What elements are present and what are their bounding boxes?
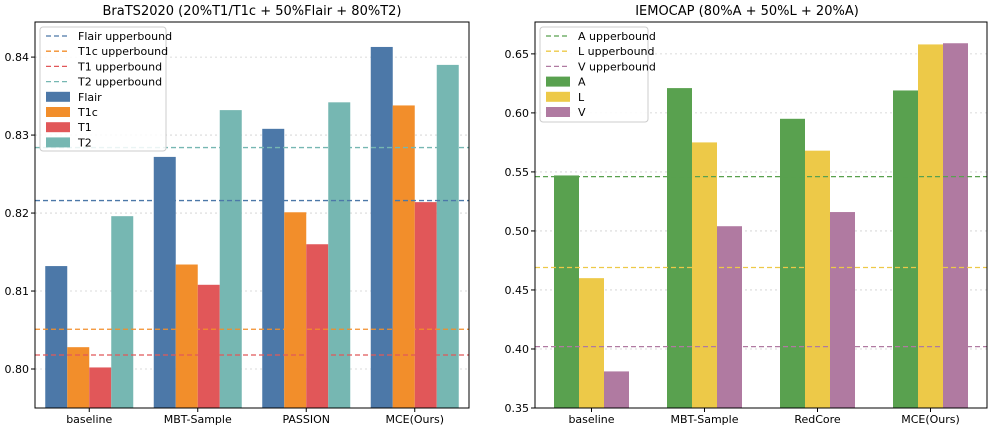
y-tick-label: 0.45 <box>505 284 530 297</box>
bar-t2-mbt-sample <box>219 110 242 408</box>
bar-flair-baseline <box>45 266 68 408</box>
chart-title: IEMOCAP (80%A + 50%L + 20%A) <box>635 4 859 19</box>
bars <box>45 46 459 409</box>
x-axis: baseline MBT-Sample RedCore MCE(Ours) <box>568 408 960 426</box>
bar-t1c-mce-ours <box>392 105 415 408</box>
bar-flair-passion <box>262 128 285 408</box>
bar-t1-baseline <box>89 367 112 408</box>
x-tick-label: MCE(Ours) <box>385 413 444 426</box>
bar-flair-mbt-sample <box>153 156 176 408</box>
x-tick-label: MCE(Ours) <box>901 413 960 426</box>
chart-title: BraTS2020 (20%T1/T1c + 50%Flair + 80%T2) <box>103 4 402 19</box>
legend-label: A <box>578 76 586 89</box>
bar-v-redcore <box>830 212 855 408</box>
bar-t2-mce-ours <box>436 64 459 408</box>
y-tick-label: 0.84 <box>5 51 30 64</box>
y-tick-label: 0.35 <box>505 402 530 415</box>
y-axis: 0.80 0.81 0.82 0.83 0.84 <box>5 51 35 376</box>
legend-bar-swatch <box>46 122 70 133</box>
x-axis: baseline MBT-Sample PASSION MCE(Ours) <box>66 408 444 426</box>
bar-a-baseline <box>554 175 579 408</box>
y-tick-label: 0.60 <box>505 107 530 120</box>
bar-v-baseline <box>604 371 629 408</box>
legend-label: T1 upperbound <box>77 60 162 73</box>
bar-t1-mce-ours <box>414 202 437 408</box>
x-tick-label: RedCore <box>794 413 841 426</box>
legend-bar-swatch <box>46 91 70 102</box>
x-tick-label: baseline <box>568 413 614 426</box>
bar-l-mbt-sample <box>692 142 717 408</box>
legend-label: T1c upperbound <box>77 45 168 58</box>
bar-l-redcore <box>805 150 830 408</box>
chart-brats2020: BraTS2020 (20%T1/T1c + 50%Flair + 80%T2)… <box>5 4 470 426</box>
bar-l-mce-ours <box>918 44 943 409</box>
legend-bar-swatch <box>46 107 70 117</box>
legend-label: V upperbound <box>578 60 656 73</box>
y-tick-label: 0.65 <box>505 48 530 61</box>
bar-a-mbt-sample <box>667 88 692 408</box>
bar-t1-mbt-sample <box>197 284 220 408</box>
bar-t1c-passion <box>284 212 307 408</box>
y-tick-label: 0.55 <box>505 166 530 179</box>
legend-label: L upperbound <box>578 45 655 58</box>
y-tick-label: 0.50 <box>505 225 530 238</box>
bar-a-redcore <box>780 118 805 408</box>
bar-flair-mce-ours <box>370 46 393 408</box>
x-tick-label: PASSION <box>282 413 330 426</box>
x-tick-label: MBT-Sample <box>164 413 232 426</box>
legend-bar-swatch <box>546 91 570 102</box>
y-tick-label: 0.83 <box>5 129 30 142</box>
legend-bar-swatch <box>46 137 70 148</box>
y-axis: 0.35 0.40 0.45 0.50 0.55 0.60 0.65 <box>505 48 535 415</box>
y-tick-label: 0.82 <box>5 207 30 220</box>
bar-l-baseline <box>579 278 604 408</box>
legend-bar-swatch <box>546 107 570 117</box>
legend: Flair upperbound T1c upperbound T1 upperbo… <box>39 26 172 152</box>
legend-box <box>39 26 167 152</box>
legend-label: A upperbound <box>578 30 656 43</box>
legend-bar-swatch <box>546 76 570 87</box>
bar-v-mbt-sample <box>717 226 742 408</box>
y-tick-label: 0.81 <box>5 285 30 298</box>
y-tick-label: 0.40 <box>505 343 530 356</box>
legend-label: T2 <box>77 136 92 149</box>
bar-t1c-baseline <box>67 347 90 408</box>
legend-label: T1c <box>77 106 98 119</box>
legend-label: T1 <box>77 121 92 134</box>
legend: A upperbound L upperbound V upperbound ALV <box>539 26 656 123</box>
x-tick-label: MBT-Sample <box>671 413 739 426</box>
upperbound-lines <box>535 175 987 348</box>
legend-label: Flair upperbound <box>78 30 172 43</box>
bar-a-mce-ours <box>893 90 918 408</box>
bar-t2-baseline <box>111 216 134 408</box>
legend-label: V <box>578 106 586 119</box>
x-tick-label: baseline <box>66 413 112 426</box>
bar-v-mce-ours <box>943 43 968 408</box>
bar-t1c-mbt-sample <box>175 264 198 408</box>
legend-label: L <box>578 91 585 104</box>
chart-iemocap: IEMOCAP (80%A + 50%L + 20%A) 0.35 0.40 0.4… <box>505 4 988 426</box>
plot-frame <box>34 21 470 409</box>
legend-label: T2 upperbound <box>77 76 162 89</box>
bar-t1-passion <box>306 244 329 408</box>
bar-t2-passion <box>328 102 351 409</box>
legend-label: Flair <box>78 91 102 104</box>
plot-frame <box>534 21 988 409</box>
y-tick-label: 0.80 <box>5 363 30 376</box>
